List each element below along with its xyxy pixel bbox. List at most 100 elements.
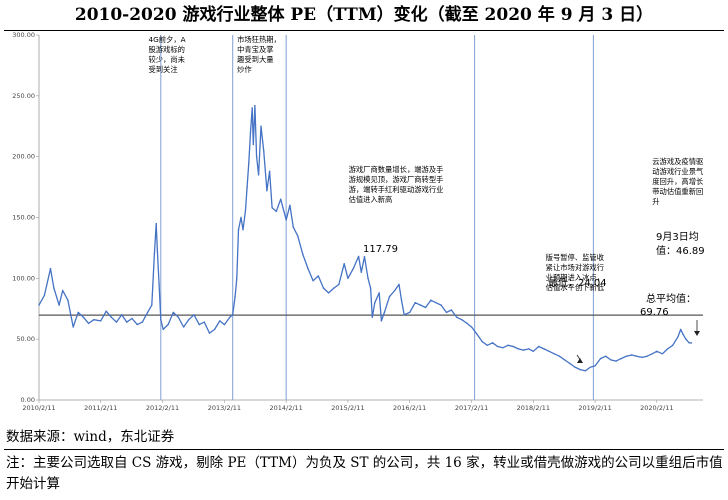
min-arrowhead [577, 358, 583, 363]
data-point [105, 310, 107, 312]
annotation-line: 游，端转手红利驱动游戏行业 [349, 185, 444, 194]
annotation-line: 受到关注 [148, 65, 178, 74]
data-point [232, 314, 234, 316]
data-point [155, 222, 157, 225]
data-point [240, 216, 242, 219]
data-point [666, 348, 669, 350]
data-point [360, 271, 362, 273]
avg-label-2: 69.76 [640, 307, 669, 318]
data-point [53, 287, 55, 289]
data-point [280, 198, 282, 200]
data-point [136, 323, 138, 326]
y-tick-label: 100.00 [12, 274, 35, 282]
data-point [496, 345, 499, 348]
y-tick-label: 0.00 [21, 396, 35, 404]
data-point [369, 287, 372, 289]
x-tick-label: 2018/2/11 [517, 404, 550, 412]
data-point [198, 323, 200, 326]
plot-area [39, 35, 703, 400]
data-point [532, 350, 535, 353]
peak-label: 117.79 [363, 244, 398, 255]
data-point [605, 355, 607, 357]
annotation-line: 紧让市场对游戏行 [546, 263, 604, 272]
data-point [507, 344, 509, 346]
data-point [110, 316, 113, 318]
annotation-line: 市场狂热期， [237, 35, 281, 44]
data-point [67, 299, 69, 301]
data-point [682, 333, 684, 335]
data-point [160, 319, 162, 321]
data-point [177, 316, 180, 318]
data-point [408, 311, 411, 314]
data-point [257, 174, 260, 176]
data-point [455, 316, 458, 318]
data-point [419, 304, 422, 306]
data-point [470, 326, 473, 328]
x-tick-label: 2015/2/11 [331, 404, 364, 412]
min-label: 最低：24.04 [548, 276, 607, 289]
y-tick-label: 300.00 [12, 31, 35, 39]
latest-label-1: 9月3日均 [656, 231, 699, 243]
footnote: 注：主要公司选取自 CS 游戏，剔除 PE（TTM）为负及 ST 的公司，共 1… [6, 455, 723, 492]
data-point [289, 204, 291, 207]
data-point [553, 353, 555, 355]
pe-chart: 0.0050.00100.00150.00200.00250.00300.00 … [12, 31, 704, 412]
data-point [49, 267, 52, 270]
data-point [466, 322, 468, 325]
data-point [424, 306, 427, 309]
annotation-line: 度回升，高增长 [652, 177, 704, 186]
data-point [167, 323, 169, 326]
data-point [558, 355, 561, 357]
annotation-line: 较少，尚未 [148, 55, 185, 64]
data-point [589, 366, 592, 368]
data-point [131, 317, 133, 320]
data-point [569, 362, 571, 365]
data-point [615, 360, 617, 362]
data-point [254, 104, 256, 107]
data-point [563, 359, 566, 361]
data-point [579, 368, 581, 371]
data-point [244, 210, 247, 213]
data-point [371, 316, 373, 318]
data-point [367, 277, 369, 280]
data-point [543, 348, 545, 350]
data-point [242, 228, 244, 231]
data-point [285, 219, 287, 221]
data-point [219, 320, 221, 322]
data-point [352, 267, 355, 270]
annotation-line: 中青宝及掌 [237, 45, 273, 54]
data-point [486, 344, 489, 346]
data-point [255, 155, 258, 158]
data-point [517, 348, 520, 350]
data-point [302, 253, 304, 255]
data-point [430, 299, 432, 301]
x-tick-label: 2017/2/11 [455, 404, 488, 412]
data-point [635, 355, 638, 357]
annotation-4g: 4G前夕，A 股游戏标的较少，尚未受到关注 [148, 35, 185, 74]
data-point [312, 280, 314, 282]
data-point [327, 292, 330, 294]
data-point [347, 277, 349, 280]
data-point [252, 143, 255, 146]
data-point [61, 289, 64, 292]
data-point [651, 353, 653, 355]
x-tick-label: 2014/2/11 [269, 404, 302, 412]
data-point [229, 316, 231, 318]
data-point [476, 333, 478, 335]
data-point [357, 255, 360, 258]
data-point [435, 301, 437, 304]
data-point [641, 356, 643, 359]
data-point [522, 349, 525, 351]
source-rule [4, 449, 724, 450]
data-point [512, 345, 514, 348]
data-point [388, 295, 391, 298]
data-point [538, 345, 540, 348]
x-tick-label: 2016/2/11 [393, 404, 426, 412]
data-source: 数据来源：wind，东北证券 [6, 429, 175, 445]
x-tick-label: 2011/2/11 [84, 404, 117, 412]
title-rule [4, 30, 724, 31]
data-point [38, 304, 40, 306]
data-point [58, 304, 60, 306]
data-point [625, 355, 628, 357]
x-tick-label: 2010/2/11 [22, 404, 55, 412]
